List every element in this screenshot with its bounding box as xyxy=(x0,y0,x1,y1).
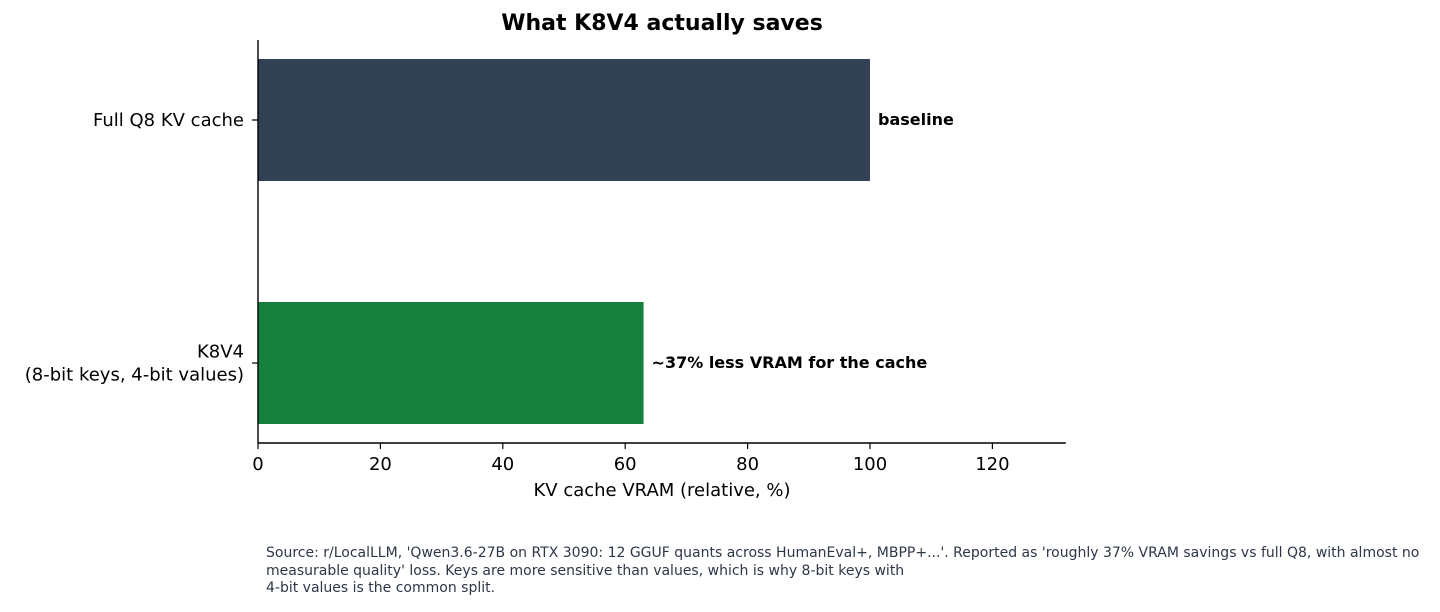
bars-layer: baseline ~37% less VRAM for the cache xyxy=(258,59,954,424)
bar-data-label: ~37% less VRAM for the cache xyxy=(652,353,928,372)
y-tick-label: Full Q8 KV cache xyxy=(93,110,244,131)
bar xyxy=(258,302,644,424)
x-tick-label: 120 xyxy=(975,454,1009,475)
x-tick-label: 60 xyxy=(614,454,637,475)
x-tick-label: 0 xyxy=(252,454,263,475)
y-tick-label: K8V4 (8-bit keys, 4-bit values) xyxy=(25,342,244,386)
source-note-line: measurable quality' loss. Keys are more … xyxy=(266,562,905,579)
chart-title: What K8V4 actually saves xyxy=(501,11,823,36)
x-tick-label: 40 xyxy=(491,454,514,475)
bar-data-label: baseline xyxy=(878,110,954,129)
bar-chart: What K8V4 actually saves baseline ~37% le… xyxy=(25,11,1066,501)
x-tick-label: 80 xyxy=(736,454,759,475)
source-note: Source: r/LocalLLM, 'Qwen3.6-27B on RTX … xyxy=(266,545,1436,598)
axes-layer: Full Q8 KV cache K8V4 (8-bit keys, 4-bit v… xyxy=(25,40,1066,475)
x-axis-label: KV cache VRAM (relative, %) xyxy=(533,480,790,501)
source-note-line: 4-bit values is the common split. xyxy=(266,580,496,596)
x-tick-label: 100 xyxy=(853,454,887,475)
x-tick-label: 20 xyxy=(369,454,392,475)
source-note-line: Source: r/LocalLLM, 'Qwen3.6-27B on RTX … xyxy=(266,545,1420,561)
bar xyxy=(258,59,870,181)
